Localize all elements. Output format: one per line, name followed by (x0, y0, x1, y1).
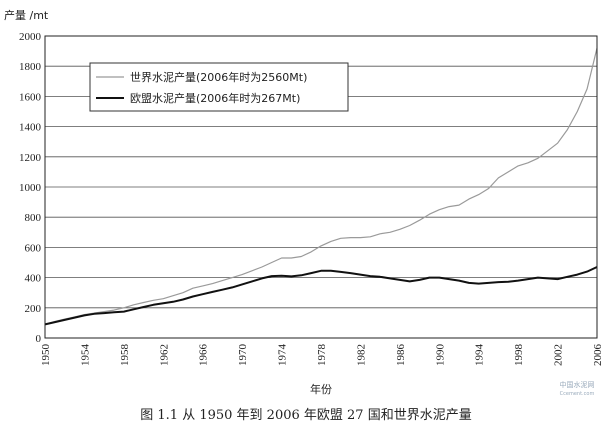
series-line-world (44, 47, 598, 325)
y-tick-label: 200 (25, 303, 42, 315)
watermark-line-2: Ccement.com (559, 391, 595, 397)
legend-label-eu: 欧盟水泥产量(2006年时为267Mt) (130, 91, 300, 105)
y-tick-label: 600 (25, 242, 42, 254)
x-tick-labels: 1950 1954 1958 1962 1966 1970 1974 1978 1982 1986… (40, 344, 604, 367)
legend-box (89, 62, 349, 112)
y-tick-label: 1800 (19, 61, 42, 73)
x-tick-label: 1994 (474, 344, 486, 367)
series-lines (44, 47, 598, 326)
y-tick-labels: 0 200 400 600 800 1000 1200 1400 1600 1800 2000 (19, 31, 42, 345)
x-tick-label: 1954 (79, 344, 91, 367)
y-tick-label: 1600 (19, 91, 42, 103)
x-tick-label: 1962 (158, 344, 170, 366)
y-tick-label: 1200 (19, 152, 42, 164)
x-axis-title: 年份 (310, 382, 332, 396)
plot-frame (44, 35, 598, 339)
y-tick-label: 400 (25, 273, 42, 285)
x-tick-label: 1974 (277, 344, 289, 367)
x-tick-label: 1958 (119, 344, 131, 367)
x-tick-label: 2006 (592, 344, 604, 367)
y-tick-label: 0 (36, 333, 42, 345)
chart: 0 200 400 600 800 1000 1200 1400 1600 1800 2000 19… (4, 8, 604, 396)
y-tick-label: 2000 (19, 31, 42, 43)
series-line-eu (44, 266, 598, 326)
x-tick-label: 1990 (434, 344, 446, 367)
x-tick-label: 1970 (237, 344, 249, 367)
y-tick-label: 1400 (19, 122, 42, 134)
x-tick-label: 1966 (198, 344, 210, 367)
figure-caption: 图 1.1 从 1950 年到 2006 年欧盟 27 国和世界水泥产量 (140, 408, 472, 423)
legend-label-world: 世界水泥产量(2006年时为2560Mt) (130, 70, 307, 84)
x-tick-label: 1982 (355, 344, 367, 366)
x-tick-label: 1978 (316, 344, 328, 367)
y-tick-label: 800 (25, 212, 42, 224)
watermark-line-1: 中国水泥网 (559, 381, 595, 389)
y-tick-label: 1000 (19, 182, 42, 194)
watermark: 中国水泥网 Ccement.com (553, 381, 601, 399)
x-tick-label: 1950 (40, 344, 52, 367)
legend: 世界水泥产量(2006年时为2560Mt) 欧盟水泥产量(2006年时为267M… (89, 62, 349, 112)
x-tick-label: 1986 (395, 344, 407, 367)
x-tick-label: 1998 (513, 344, 525, 367)
y-axis-title: 产量 /mt (4, 8, 49, 22)
x-tick-label: 2002 (553, 344, 565, 366)
